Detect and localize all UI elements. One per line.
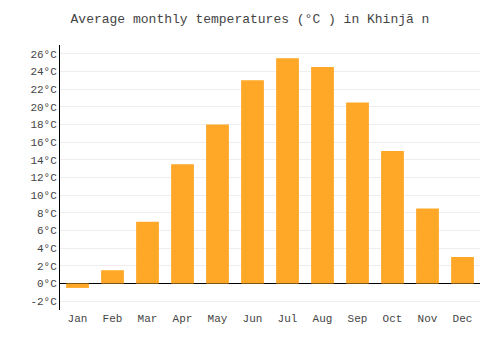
svg-text:Average monthly temperatures (: Average monthly temperatures (°C ) in Kh…	[71, 12, 430, 27]
svg-text:Oct: Oct	[383, 313, 403, 325]
svg-text:Jan: Jan	[68, 313, 88, 325]
svg-text:10°C: 10°C	[30, 190, 57, 202]
svg-text:8°C: 8°C	[37, 208, 57, 220]
svg-text:Aug: Aug	[313, 313, 333, 325]
svg-text:Jul: Jul	[278, 313, 298, 325]
svg-text:0°C: 0°C	[37, 278, 57, 290]
svg-text:Sep: Sep	[348, 313, 368, 325]
svg-text:12°C: 12°C	[30, 172, 57, 184]
svg-text:6°C: 6°C	[37, 225, 57, 237]
svg-text:18°C: 18°C	[30, 119, 57, 131]
svg-text:Nov: Nov	[418, 313, 438, 325]
svg-text:22°C: 22°C	[30, 84, 57, 96]
svg-text:14°C: 14°C	[30, 155, 57, 167]
svg-text:2°C: 2°C	[37, 261, 57, 273]
svg-text:24°C: 24°C	[30, 66, 57, 78]
svg-text:Dec: Dec	[453, 313, 473, 325]
svg-text:Feb: Feb	[103, 313, 123, 325]
svg-text:16°C: 16°C	[30, 137, 57, 149]
svg-text:Jun: Jun	[243, 313, 263, 325]
svg-text:Mar: Mar	[138, 313, 158, 325]
svg-text:-2°C: -2°C	[30, 296, 57, 308]
svg-text:May: May	[208, 313, 228, 325]
svg-text:20°C: 20°C	[30, 102, 57, 114]
svg-text:4°C: 4°C	[37, 243, 57, 255]
svg-text:26°C: 26°C	[30, 49, 57, 61]
svg-text:Apr: Apr	[173, 313, 193, 325]
